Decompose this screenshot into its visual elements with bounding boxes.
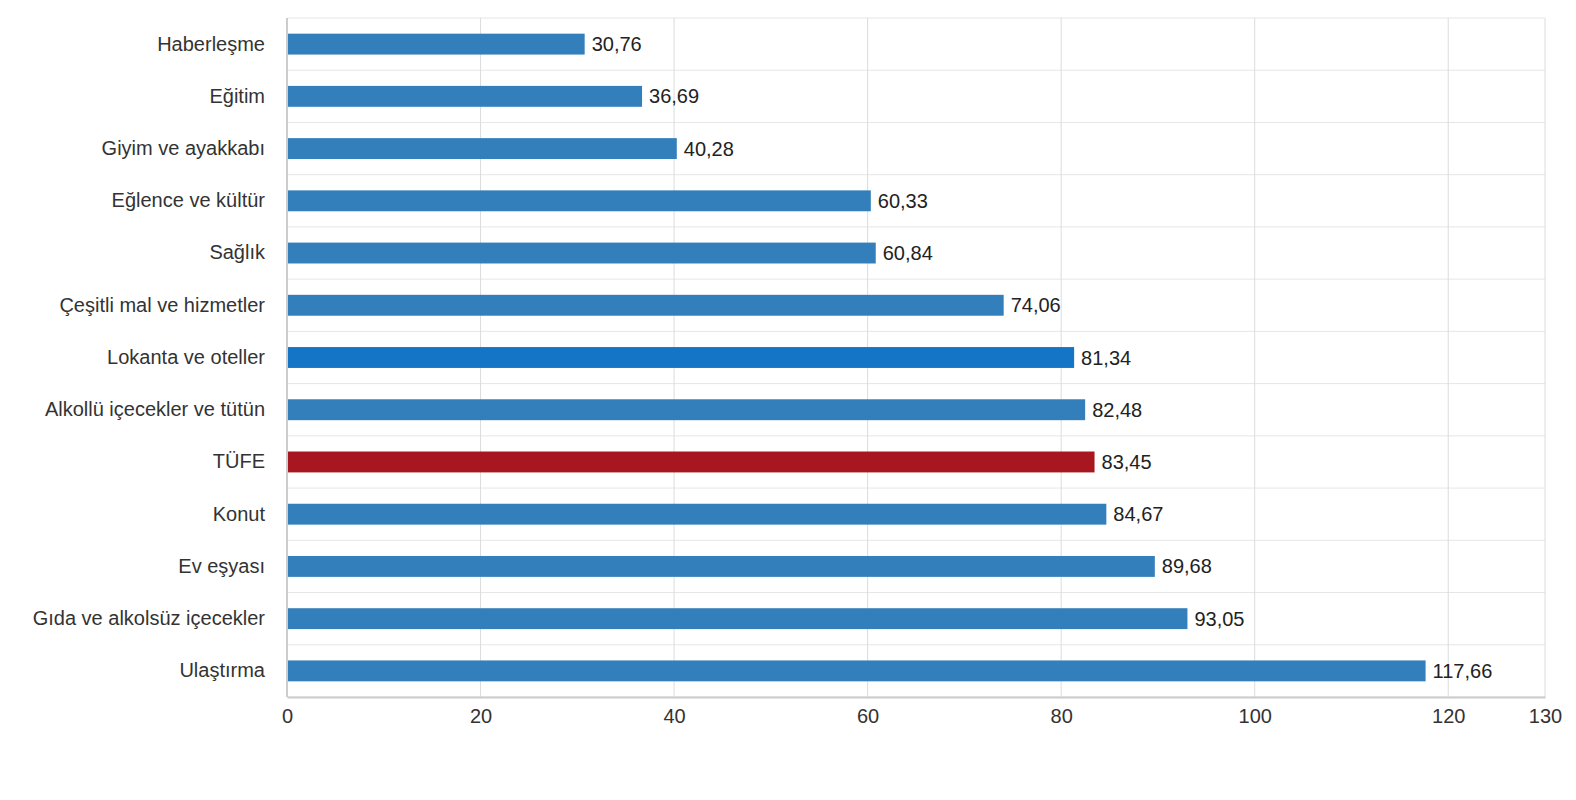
row-separator: [287, 18, 1545, 19]
x-tick: 120: [1432, 697, 1465, 727]
x-tick: 40: [663, 697, 685, 727]
data-label: 93,05: [1194, 608, 1244, 630]
x-tick: 130: [1529, 697, 1562, 727]
y-tick: TÜFE: [213, 450, 287, 472]
x-tick-label: 60: [857, 705, 879, 727]
y-tick-label: Gıda ve alkolsüz içecekler: [33, 607, 266, 629]
bar[interactable]: [287, 347, 1074, 368]
row-separator: [287, 697, 1545, 698]
row-separator: [287, 592, 1545, 593]
bar[interactable]: [287, 243, 876, 264]
x-tick-label: 0: [282, 705, 293, 727]
bar[interactable]: [287, 608, 1187, 629]
y-tick: Gıda ve alkolsüz içecekler: [33, 607, 287, 629]
data-label: 82,48: [1092, 399, 1142, 421]
y-tick: Konut: [213, 503, 287, 525]
bar[interactable]: [287, 556, 1155, 577]
bar[interactable]: [287, 452, 1095, 473]
y-tick: Eğitim: [209, 85, 287, 107]
row-separator: [287, 279, 1545, 280]
y-tick: Sağlık: [209, 241, 287, 263]
y-tick-label: Alkollü içecekler ve tütün: [45, 398, 265, 420]
x-axis: 0 20 40 60 80 100 120 130: [282, 697, 1562, 727]
row-separator: [287, 174, 1545, 175]
grid: [287, 18, 1545, 697]
bar[interactable]: [287, 295, 1004, 316]
bar[interactable]: [287, 34, 585, 55]
row-separator: [287, 644, 1545, 645]
data-label: 89,68: [1162, 555, 1212, 577]
bar[interactable]: [287, 86, 642, 107]
y-tick: Haberleşme: [157, 33, 287, 55]
x-tick: 20: [470, 697, 492, 727]
y-tick: Çeşitli mal ve hizmetler: [59, 294, 287, 316]
x-tick-label: 120: [1432, 705, 1465, 727]
y-axis: Haberleşme Eğitim Giyim ve ayakkabı Eğlence…: [33, 18, 287, 697]
data-label: 30,76: [592, 33, 642, 55]
row-separator: [287, 226, 1545, 227]
y-tick-label: TÜFE: [213, 450, 265, 472]
bar[interactable]: [287, 138, 677, 159]
y-tick-label: Haberleşme: [157, 33, 265, 55]
y-tick-label: Eğlence ve kültür: [112, 189, 266, 211]
data-label: 117,66: [1433, 660, 1493, 682]
y-tick-label: Lokanta ve oteller: [107, 346, 265, 368]
y-tick-label: Giyim ve ayakkabı: [102, 137, 265, 159]
data-label: 40,28: [684, 138, 734, 160]
x-tick-label: 20: [470, 705, 492, 727]
x-tick: 60: [857, 697, 879, 727]
bars: [287, 34, 1426, 682]
row-separator: [287, 122, 1545, 123]
row-separator: [287, 383, 1545, 384]
row-separator: [287, 331, 1545, 332]
x-tick: 100: [1239, 697, 1272, 727]
data-label: 83,45: [1102, 451, 1152, 473]
y-tick: Ev eşyası: [178, 555, 287, 577]
x-tick-label: 100: [1239, 705, 1272, 727]
y-tick-label: Çeşitli mal ve hizmetler: [59, 294, 265, 316]
x-tick-label: 40: [663, 705, 685, 727]
bar[interactable]: [287, 660, 1426, 681]
y-tick-label: Konut: [213, 503, 266, 525]
row-separator: [287, 435, 1545, 436]
x-axis-line: [288, 697, 1546, 699]
grid-line: [1448, 18, 1449, 697]
row-separator: [287, 488, 1545, 489]
y-tick: Eğlence ve kültür: [112, 189, 287, 211]
row-separator: [287, 70, 1545, 71]
bar[interactable]: [287, 504, 1106, 525]
data-label: 81,34: [1081, 347, 1131, 369]
data-label: 74,06: [1011, 294, 1061, 316]
grid-line: [1254, 18, 1255, 697]
data-label: 84,67: [1113, 503, 1163, 525]
y-tick: Lokanta ve oteller: [107, 346, 287, 368]
data-labels: 30,76 36,69 40,28 60,33 60,84 74,06 81,34 82,48…: [592, 33, 1493, 682]
y-tick: Alkollü içecekler ve tütün: [45, 398, 287, 420]
row-separators: [287, 18, 1545, 697]
bar[interactable]: [287, 190, 871, 211]
plot: 30,76 36,69 40,28 60,33 60,84 74,06 81,34 82,48…: [33, 18, 1563, 727]
x-tick: 0: [282, 697, 293, 727]
data-label: 60,33: [878, 190, 928, 212]
y-tick: Giyim ve ayakkabı: [102, 137, 287, 159]
row-separator: [287, 540, 1545, 541]
x-tick-label: 80: [1051, 705, 1073, 727]
y-tick-label: Ev eşyası: [178, 555, 265, 577]
y-tick-label: Sağlık: [209, 241, 266, 263]
y-tick-label: Ulaştırma: [179, 659, 265, 681]
y-axis-line: [286, 18, 288, 697]
data-label: 60,84: [883, 242, 933, 264]
y-tick: Ulaştırma: [179, 659, 287, 681]
x-tick-label: 130: [1529, 705, 1562, 727]
grid-line: [287, 18, 288, 697]
y-tick-label: Eğitim: [209, 85, 265, 107]
bar[interactable]: [287, 399, 1085, 420]
data-label: 36,69: [649, 85, 699, 107]
chart: 30,76 36,69 40,28 60,33 60,84 74,06 81,34 82,48…: [0, 0, 1576, 800]
x-tick: 80: [1051, 697, 1073, 727]
grid-line: [1545, 18, 1546, 697]
